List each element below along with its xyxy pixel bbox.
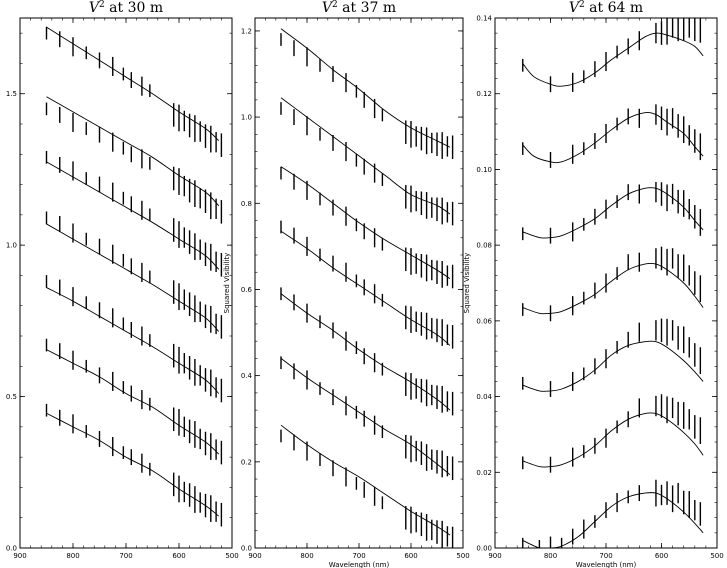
model-curve-1 (522, 492, 704, 548)
plot-area (45, 26, 223, 527)
x-tick-label: 900 (488, 552, 501, 560)
y-tick-label: 0.06 (476, 317, 492, 325)
y-tick-label: 0.04 (476, 393, 492, 401)
x-tick-label: 900 (13, 552, 26, 560)
plot-frame (19, 17, 233, 549)
y-tick-label: 1.0 (6, 242, 17, 250)
y-tick-label: 1.5 (6, 90, 17, 98)
x-tick-label: 700 (599, 552, 612, 560)
model-curve-7 (46, 26, 220, 141)
model-curve-5 (280, 166, 451, 280)
model-curve-3 (522, 340, 704, 392)
chart-panel-1: V2 at 30 m 900 800 700 600 500 0.0 0.5 1.0 1.5 (6, 0, 239, 560)
y-tick-label: 0.4 (241, 372, 253, 380)
x-tick-label: 800 (66, 552, 79, 560)
y-tick-label: 0.2 (241, 458, 252, 466)
x-tick-label: 700 (352, 552, 365, 560)
y-tick-label: 0.0 (241, 545, 252, 553)
x-tick-label: 500 (225, 552, 238, 560)
model-curve-4 (46, 223, 220, 332)
y-tick-label: 0.6 (241, 286, 253, 294)
x-axis-label: Wavelength (nm) (576, 561, 637, 568)
model-curve-2 (280, 358, 451, 476)
y-tick-label: 0.08 (476, 242, 492, 250)
x-tick-label: 800 (544, 552, 557, 560)
model-curve-4 (522, 262, 704, 315)
x-tick-label: 600 (655, 552, 668, 560)
model-curve-1 (46, 412, 220, 517)
y-axis-label: Squared Visibility (223, 253, 231, 314)
model-curve-6 (522, 111, 704, 164)
model-curve-6 (46, 96, 220, 207)
y-axis-label: Squared Visibility (463, 253, 471, 314)
x-tick-label: 600 (172, 552, 185, 560)
x-axis-label: Wavelength (nm) (329, 561, 390, 568)
x-tick-label: 900 (248, 552, 261, 560)
model-curve-6 (280, 97, 451, 215)
x-tick-label: 500 (456, 552, 469, 560)
y-tick-label: 0.14 (476, 15, 492, 23)
model-curve-3 (280, 293, 451, 411)
x-tick-label: 600 (404, 552, 417, 560)
model-curve-2 (522, 412, 704, 468)
x-tick-label: 800 (300, 552, 313, 560)
y-tick-label: 0.0 (6, 545, 17, 553)
chart-title-rest: at 64 m (585, 0, 643, 16)
chart-title-sup: 2 (99, 0, 105, 10)
model-curve-1 (280, 424, 451, 536)
y-tick-label: 0.02 (476, 469, 492, 477)
plot-area (522, 18, 704, 548)
chart-title: V2 at 30 m (89, 0, 163, 16)
model-curve-2 (46, 349, 220, 455)
model-curve-7 (280, 28, 451, 148)
chart-title-sup: 2 (332, 0, 338, 10)
model-curve-5 (46, 161, 220, 270)
model-curve-4 (280, 230, 451, 346)
chart-title-base: V (89, 0, 101, 16)
chart-title-base: V (322, 0, 334, 16)
chart-title-rest: at 37 m (338, 0, 396, 16)
chart-title: V2 at 37 m (322, 0, 396, 16)
model-curve-7 (522, 32, 704, 87)
y-tick-label: 0.5 (6, 393, 17, 401)
y-tick-label: 0.8 (241, 200, 252, 208)
model-curve-5 (522, 187, 704, 239)
chart-panel-3: V2 at 64 m 900 800 700 600 500 0.00 0.02 0.04 0.0… (463, 0, 724, 568)
chart-title-rest: at 30 m (105, 0, 163, 16)
y-tick-label: 1.0 (241, 114, 252, 122)
chart-title-sup: 2 (579, 0, 585, 10)
y-tick-label: 0.00 (476, 545, 492, 553)
model-curve-3 (46, 287, 220, 394)
y-tick-label: 0.12 (476, 90, 492, 98)
plot-area (280, 28, 454, 548)
y-tick-label: 1.2 (241, 27, 252, 35)
y-tick-label: 0.10 (476, 166, 492, 174)
chart-title-base: V (569, 0, 581, 16)
x-tick-label: 500 (710, 552, 723, 560)
x-tick-label: 700 (119, 552, 132, 560)
chart-title: V2 at 64 m (569, 0, 643, 16)
